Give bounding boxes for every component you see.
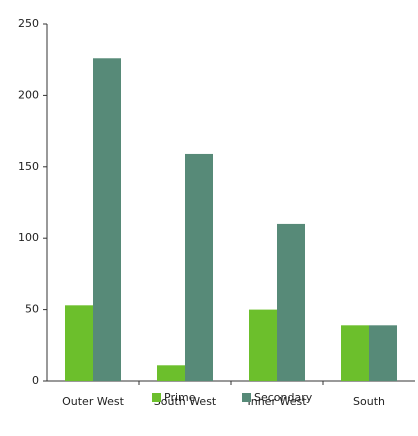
y-tick-label: 50 — [25, 303, 39, 316]
y-tick-label: 250 — [18, 17, 39, 30]
y-tick-label: 200 — [18, 88, 39, 101]
x-tick-label: Inner West — [247, 395, 307, 408]
legend-label: Secondary — [254, 391, 313, 404]
y-tick-label: 150 — [18, 160, 39, 173]
bar — [157, 365, 185, 381]
bar — [93, 58, 121, 381]
bar — [277, 223, 305, 381]
x-tick-label: South — [353, 395, 385, 408]
bar — [341, 325, 369, 381]
x-tick-label: South West — [154, 395, 217, 408]
legend-swatch — [152, 393, 161, 402]
bar — [249, 309, 277, 381]
x-tick-label: Outer West — [62, 395, 124, 408]
legend-swatch — [242, 393, 251, 402]
bar — [65, 305, 93, 381]
y-tick-label: 100 — [18, 231, 39, 244]
bar — [369, 325, 397, 381]
y-tick-label: 0 — [32, 374, 39, 387]
bar — [185, 153, 213, 381]
legend-label: Prime — [164, 391, 196, 404]
